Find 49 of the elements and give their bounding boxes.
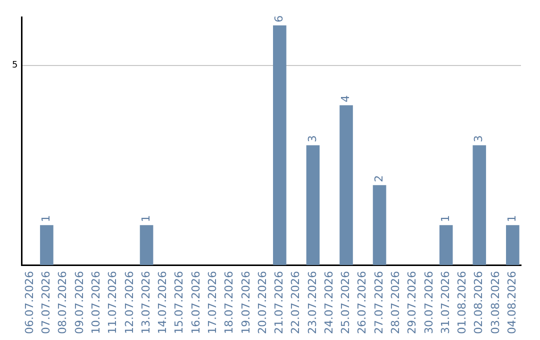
x-tick-label: 19.07.2026 [239, 271, 252, 334]
x-tick-label: 11.07.2026 [106, 271, 120, 334]
x-tick-label: 31.07.2026 [438, 271, 452, 334]
bar [439, 225, 453, 266]
data-label: 3 [472, 135, 486, 142]
data-label: 6 [272, 15, 286, 22]
x-tick-label: 30.07.2026 [422, 271, 436, 334]
x-tick-label: 13.07.2026 [139, 271, 152, 334]
x-tick-label: 14.07.2026 [156, 271, 170, 334]
x-tick-label: 28.07.2026 [389, 271, 402, 334]
bar [472, 145, 486, 266]
data-label: 1 [438, 215, 452, 222]
bar [306, 145, 320, 266]
bar [140, 225, 154, 266]
x-tick-label: 08.07.2026 [56, 271, 70, 334]
bar [340, 105, 353, 266]
data-label: 1 [506, 215, 519, 222]
bar [372, 185, 386, 266]
x-tick-label: 07.07.2026 [40, 271, 53, 334]
x-tick-label: 01.08.2026 [456, 271, 469, 334]
x-tick-label: 21.07.2026 [272, 271, 286, 334]
y-tick-label: 5 [12, 60, 18, 71]
bar [273, 25, 286, 266]
bar [40, 225, 54, 266]
x-tick-label: 03.08.2026 [488, 271, 502, 334]
x-tick-label: 12.07.2026 [122, 271, 136, 334]
data-label: 2 [372, 175, 386, 182]
x-tick-label: 02.08.2026 [472, 271, 486, 334]
x-tick-label: 24.07.2026 [322, 271, 336, 334]
x-tick-label: 17.07.2026 [206, 271, 219, 334]
x-tick-label: 04.08.2026 [506, 271, 519, 334]
x-tick-label: 10.07.2026 [89, 271, 102, 334]
x-tick-label: 15.07.2026 [172, 271, 186, 334]
x-tick-label: 18.07.2026 [222, 271, 236, 334]
bar [506, 225, 520, 266]
data-label: 4 [339, 95, 352, 102]
x-tick-label: 20.07.2026 [256, 271, 269, 334]
x-tick-label: 06.07.2026 [22, 271, 36, 334]
x-tick-label: 09.07.2026 [72, 271, 86, 334]
x-tick-label: 25.07.2026 [339, 271, 352, 334]
x-tick-label: 22.07.2026 [289, 271, 302, 334]
x-tick-label: 23.07.2026 [306, 271, 319, 334]
data-label: 1 [139, 215, 152, 222]
x-tick-label: 26.07.2026 [356, 271, 369, 334]
x-tick-label: 29.07.2026 [406, 271, 419, 334]
x-tick-label: 16.07.2026 [189, 271, 202, 334]
data-label: 1 [40, 215, 53, 222]
data-label: 3 [306, 135, 319, 142]
x-tick-label: 27.07.2026 [372, 271, 386, 334]
